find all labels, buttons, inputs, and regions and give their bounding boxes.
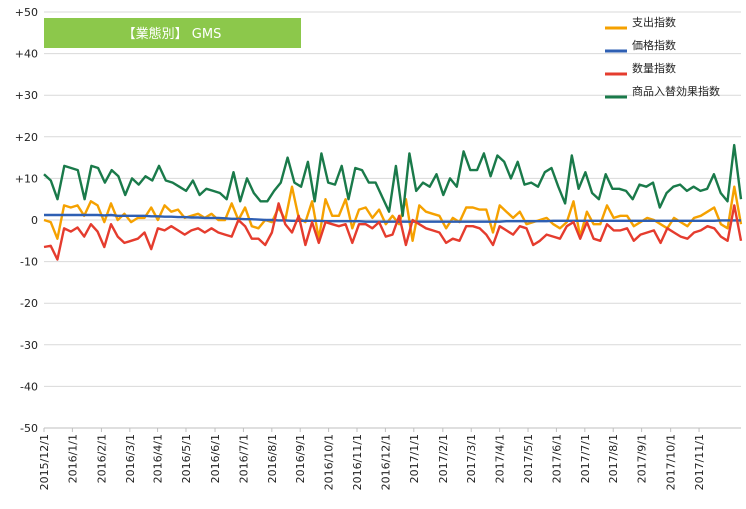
x-tick-label: 2016/5/1 [180, 434, 193, 483]
x-tick-label: 2017/6/1 [550, 434, 563, 483]
x-tick-label: 2016/4/1 [152, 434, 165, 483]
x-tick-label: 2017/7/1 [579, 434, 592, 483]
series-lines [43, 143, 743, 261]
y-tick-label: +50 [15, 6, 38, 19]
x-tick-label: 2016/1/1 [66, 434, 79, 483]
x-tick-label: 2016/10/1 [323, 434, 336, 490]
y-tick-label: +30 [15, 89, 38, 102]
chart-title-box: 【業態別】 GMS [44, 18, 301, 48]
y-tick-label: -30 [20, 339, 38, 352]
y-tick-label: +40 [15, 48, 38, 61]
x-tick-label: 2016/2/1 [95, 434, 108, 483]
series-line-0 [43, 185, 743, 243]
x-tick-label: 2016/9/1 [294, 434, 307, 483]
legend-label: 支出指数 [632, 15, 676, 29]
x-tick-label: 2017/2/1 [437, 434, 450, 483]
x-tick-label: 2016/12/1 [379, 434, 392, 490]
x-tick-label: 2017/8/1 [607, 434, 620, 483]
y-tick-label: -40 [20, 380, 38, 393]
chart-title: 【業態別】 GMS [123, 26, 222, 42]
x-tick-label: 2017/1/1 [408, 434, 421, 483]
y-tick-label: +10 [15, 172, 38, 185]
legend-label: 価格指数 [632, 38, 676, 52]
series-line-2 [43, 202, 743, 261]
x-tick-label: 2017/10/1 [665, 434, 678, 490]
y-tick-label: -20 [20, 297, 38, 310]
series-line-1 [44, 213, 741, 223]
x-axis-ticks: 2015/12/1 2016/1/1 2016/2/1 2016/3/1 2016/4/… [38, 428, 706, 490]
series-line-3 [43, 143, 743, 218]
x-tick-label: 2017/3/1 [465, 434, 478, 483]
legend-label: 数量指数 [632, 61, 676, 75]
x-tick-label: 2015/12/1 [38, 434, 51, 490]
x-tick-label: 2016/3/1 [124, 434, 137, 483]
y-tick-label: -10 [20, 256, 38, 269]
x-tick-label: 2016/7/1 [237, 434, 250, 483]
x-tick-label: 2016/8/1 [266, 434, 279, 483]
x-tick-label: 2017/5/1 [522, 434, 535, 483]
title-background [44, 18, 301, 48]
y-tick-label: -50 [20, 422, 38, 435]
legend-label: 商品入替効果指数 [632, 84, 720, 98]
y-axis-ticks: +50 +40 +30 +20 +10 0 -10 -20 -30 -40 -50 [15, 6, 38, 435]
y-tick-label: +20 [15, 131, 38, 144]
x-tick-label: 2017/9/1 [636, 434, 649, 483]
x-tick-label: 2016/11/1 [351, 434, 364, 490]
x-tick-label: 2017/4/1 [494, 434, 507, 483]
x-tick-label: 2017/11/1 [693, 434, 706, 490]
y-tick-label: 0 [31, 214, 38, 227]
x-tick-label: 2016/6/1 [209, 434, 222, 483]
